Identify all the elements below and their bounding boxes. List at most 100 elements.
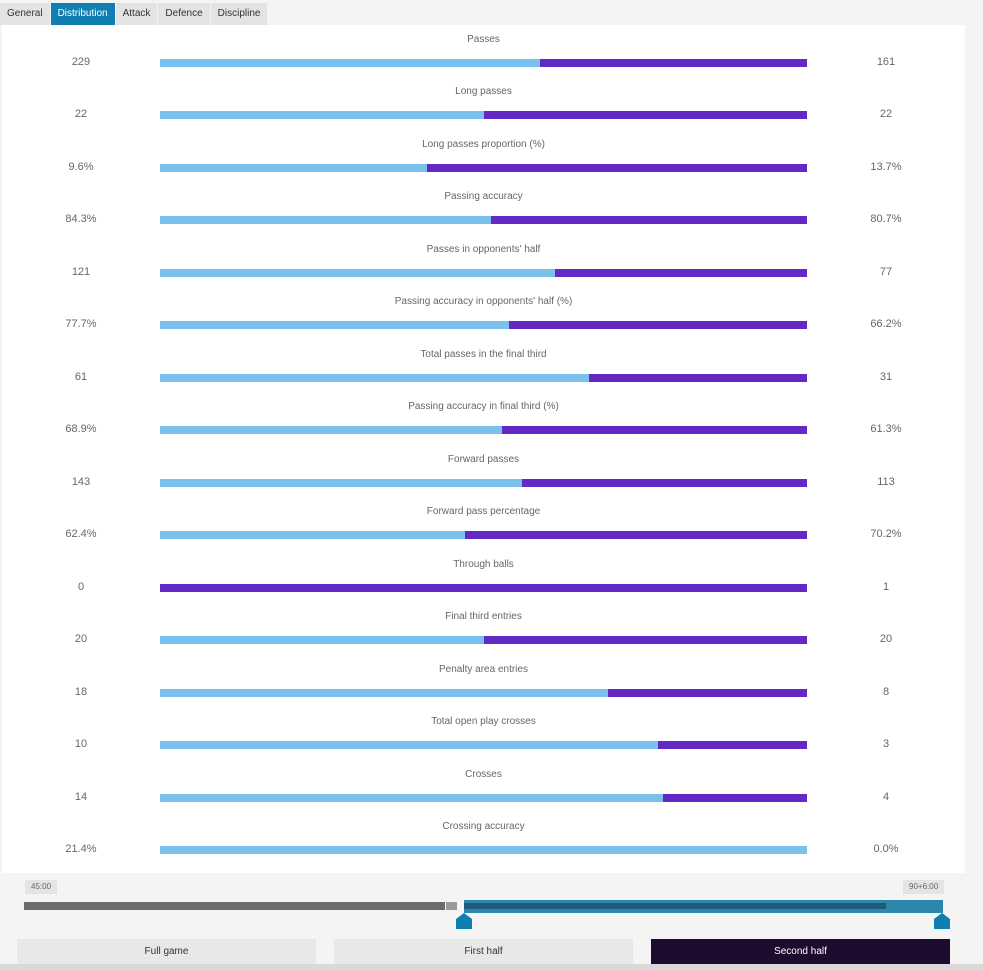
stat-row: Forward passes 143 113 xyxy=(2,445,965,497)
stat-bar xyxy=(160,846,807,854)
tab-attack[interactable]: Attack xyxy=(115,3,159,25)
stat-label: Forward passes xyxy=(447,454,520,465)
away-value: 20 xyxy=(879,633,893,645)
away-bar-segment xyxy=(464,531,807,539)
stat-row: Passing accuracy 84.3% 80.7% xyxy=(2,182,965,234)
away-value: 113 xyxy=(877,476,895,488)
stat-bar xyxy=(160,111,807,119)
home-bar-segment xyxy=(160,741,658,749)
timeline-track-unselected[interactable] xyxy=(24,902,445,910)
away-bar-segment xyxy=(663,794,807,802)
away-value: 66.2% xyxy=(870,318,902,330)
period-selector: Full game First half Second half xyxy=(0,939,983,965)
stat-label: Final third entries xyxy=(445,611,522,622)
tab-discipline[interactable]: Discipline xyxy=(210,3,269,25)
stat-bar xyxy=(160,479,807,487)
stat-row: Passing accuracy in opponents' half (%) 7… xyxy=(2,287,965,339)
away-bar-segment xyxy=(657,741,807,749)
stat-label: Penalty area entries xyxy=(439,664,528,675)
stat-row: Forward pass percentage 62.4% 70.2% xyxy=(2,497,965,549)
timeline-track-selected[interactable] xyxy=(464,900,943,913)
away-value: 61.3% xyxy=(870,423,902,435)
home-bar-segment xyxy=(160,269,556,277)
home-bar-segment xyxy=(160,846,807,854)
home-bar-segment xyxy=(160,689,608,697)
away-bar-segment xyxy=(160,584,807,592)
away-value: 1 xyxy=(882,581,890,593)
away-bar-segment xyxy=(509,321,807,329)
tab-general[interactable]: General xyxy=(0,3,51,25)
stat-label: Passing accuracy xyxy=(444,191,523,202)
stat-label: Passing accuracy in opponents' half (%) xyxy=(394,296,573,307)
home-bar-segment xyxy=(160,59,540,67)
bottom-scrollbar[interactable] xyxy=(0,964,983,970)
tab-distribution[interactable]: Distribution xyxy=(50,3,116,25)
home-value: 14 xyxy=(74,791,88,803)
stat-label: Long passes proportion (%) xyxy=(422,139,545,150)
stat-bar xyxy=(160,794,807,802)
stat-row: Passes in opponents' half 121 77 xyxy=(2,235,965,287)
match-timeline: 45:00 90+6:00 Full game First half Secon… xyxy=(0,873,983,970)
away-bar-segment xyxy=(521,479,807,487)
timeline-track-gap xyxy=(446,902,457,910)
stat-row: Passing accuracy in final third (%) 68.9%… xyxy=(2,392,965,444)
full-game-button[interactable]: Full game xyxy=(17,939,316,965)
home-bar-segment xyxy=(160,794,664,802)
home-value: 21.4% xyxy=(65,843,97,855)
home-value: 18 xyxy=(74,686,88,698)
home-bar-segment xyxy=(160,531,465,539)
stat-row: Crossing accuracy 21.4% 0.0% xyxy=(2,812,965,864)
home-bar-segment xyxy=(160,426,503,434)
home-value: 143 xyxy=(71,476,91,488)
stat-bar xyxy=(160,689,807,697)
stat-row: Total passes in the final third 61 31 xyxy=(2,340,965,392)
timeline-track-selected-inner xyxy=(464,903,886,909)
stats-panel: Passes 229 161 Long passes 22 22 Long passes p… xyxy=(2,25,965,873)
away-value: 0.0% xyxy=(873,843,899,855)
home-bar-segment xyxy=(160,374,589,382)
stat-row: Penalty area entries 18 8 xyxy=(2,655,965,707)
stat-bar xyxy=(160,374,807,382)
away-value: 161 xyxy=(876,56,896,68)
stat-bar xyxy=(160,584,807,592)
stat-label: Total passes in the final third xyxy=(420,349,547,360)
away-bar-segment xyxy=(607,689,807,697)
timeline-start-handle-icon[interactable] xyxy=(456,913,472,929)
home-value: 0 xyxy=(77,581,85,593)
home-value: 10 xyxy=(74,738,88,750)
stat-bar xyxy=(160,426,807,434)
away-value: 22 xyxy=(879,108,893,120)
stat-row: Final third entries 20 20 xyxy=(2,602,965,654)
tab-defence[interactable]: Defence xyxy=(158,3,211,25)
away-value: 70.2% xyxy=(870,528,902,540)
stat-bar xyxy=(160,741,807,749)
timeline-end-label: 90+6:00 xyxy=(903,880,945,894)
stat-label: Passes in opponents' half xyxy=(426,244,541,255)
home-value: 84.3% xyxy=(65,213,97,225)
timeline-end-handle-icon[interactable] xyxy=(934,913,950,929)
home-bar-segment xyxy=(160,216,491,224)
home-value: 61 xyxy=(74,371,88,383)
stat-label: Long passes xyxy=(455,86,512,97)
stat-label: Passing accuracy in final third (%) xyxy=(408,401,559,412)
away-bar-segment xyxy=(483,636,807,644)
home-bar-segment xyxy=(160,164,427,172)
away-bar-segment xyxy=(483,111,807,119)
home-value: 22 xyxy=(74,108,88,120)
first-half-button[interactable]: First half xyxy=(334,939,633,965)
away-value: 77 xyxy=(879,266,893,278)
home-value: 77.7% xyxy=(65,318,97,330)
away-value: 3 xyxy=(882,738,890,750)
away-bar-segment xyxy=(555,269,807,277)
away-value: 31 xyxy=(879,371,893,383)
home-bar-segment xyxy=(160,479,522,487)
away-bar-segment xyxy=(426,164,807,172)
second-half-button[interactable]: Second half xyxy=(651,939,950,965)
home-bar-segment xyxy=(160,321,510,329)
stat-label: Passes xyxy=(467,34,500,45)
stat-bar xyxy=(160,164,807,172)
stat-bar xyxy=(160,321,807,329)
away-value: 13.7% xyxy=(870,161,902,173)
away-value: 80.7% xyxy=(870,213,902,225)
away-bar-segment xyxy=(588,374,807,382)
